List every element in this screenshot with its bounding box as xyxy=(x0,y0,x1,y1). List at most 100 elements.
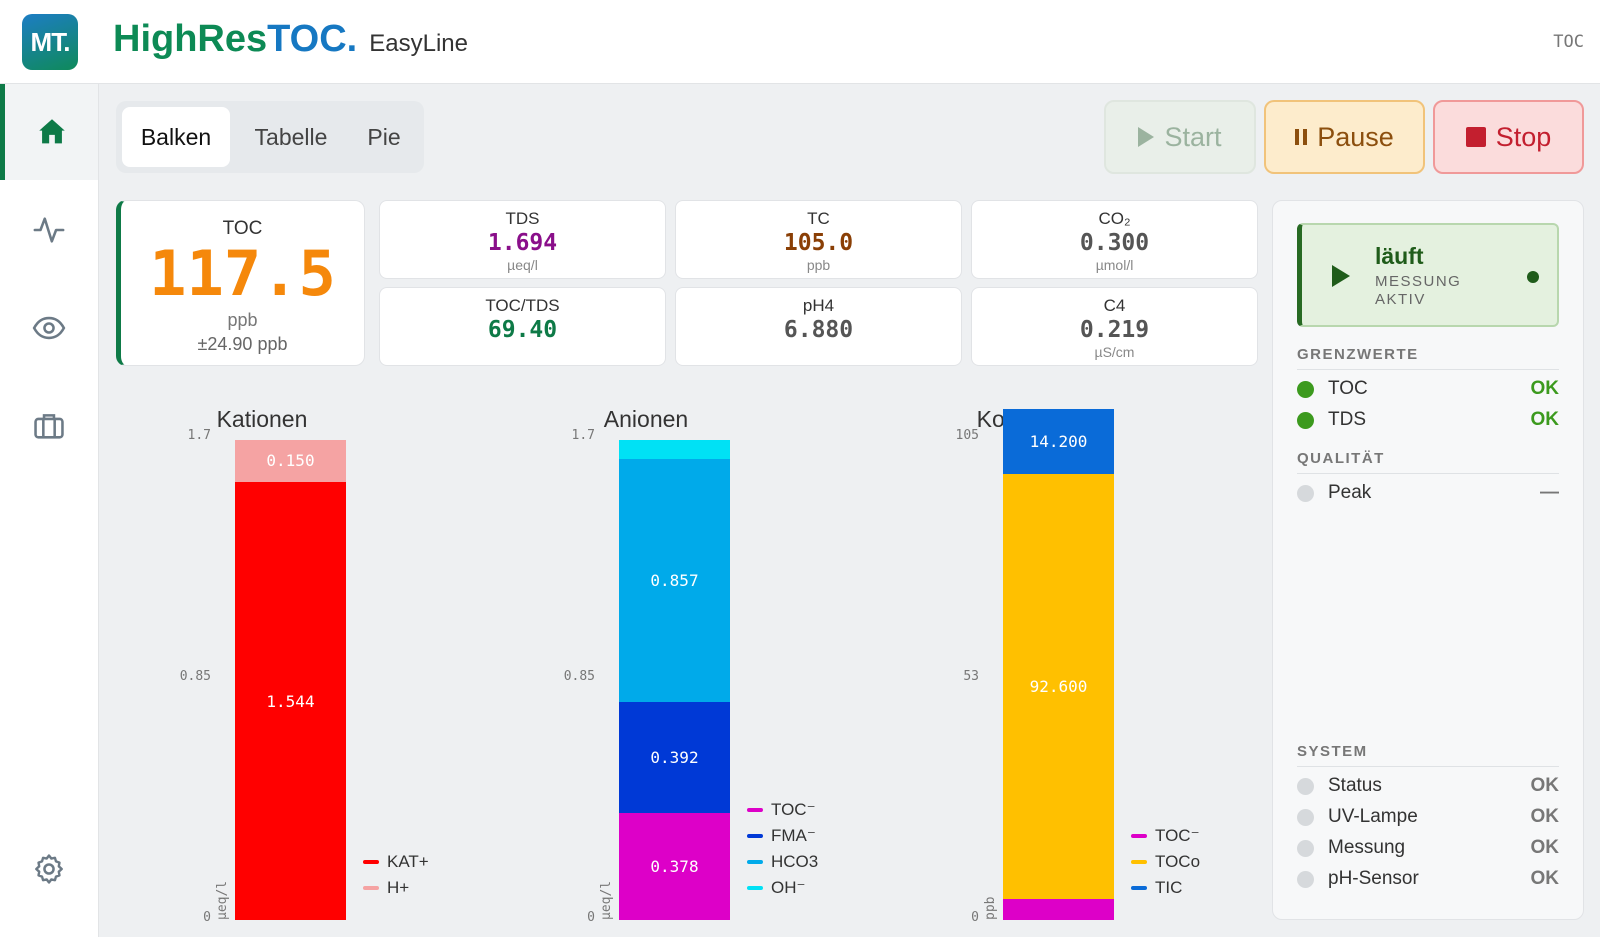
toc-deviation: ±24.90 ppb xyxy=(197,334,288,354)
bar-segment[interactable] xyxy=(1003,899,1114,920)
metric-value: 0.300 xyxy=(1079,230,1150,256)
toc-unit: ppb xyxy=(227,310,258,330)
y-tick-label: 105 xyxy=(955,428,979,443)
metric-label: TDS xyxy=(505,209,540,228)
bar-segment[interactable]: 14.200 xyxy=(1003,409,1114,475)
start-button[interactable]: Start xyxy=(1104,100,1256,174)
y-axis-unit: µeq/l xyxy=(215,880,230,920)
stacked-bar[interactable]: 1.544 0.150 xyxy=(235,438,346,920)
status-dot xyxy=(1297,380,1314,398)
system-name: UV-Lampe xyxy=(1328,806,1418,827)
limit-value: OK xyxy=(1530,378,1560,399)
y-tick-label: 0 xyxy=(587,910,595,925)
y-tick-label: 1.7 xyxy=(571,428,595,443)
bar-segment[interactable]: 0.150 xyxy=(235,439,346,483)
legend-swatch xyxy=(1131,886,1147,890)
legend-swatch xyxy=(747,886,763,890)
limit-name: TOC xyxy=(1328,378,1368,399)
metric-label: CO₂ xyxy=(1098,209,1131,228)
system-name: pH-Sensor xyxy=(1328,868,1419,889)
pause-icon xyxy=(1295,129,1308,145)
tab-pie[interactable]: Pie xyxy=(367,123,401,150)
legend-item: TOC⁻ xyxy=(1131,823,1200,849)
sidebar-item-home[interactable] xyxy=(0,84,98,180)
bar-segment[interactable]: 0.857 xyxy=(619,458,730,702)
metric-unit: µmol/l xyxy=(1095,257,1134,273)
bar-segment[interactable]: 0.378 xyxy=(619,812,730,920)
sidebar-item-settings[interactable] xyxy=(0,821,98,917)
sidebar-item-view[interactable] xyxy=(0,280,98,376)
metric-unit: µS/cm xyxy=(1094,344,1135,360)
metric-label: TC xyxy=(807,209,830,228)
system-value: OK xyxy=(1530,806,1560,827)
run-state-box: läuft MESSUNG AKTIV xyxy=(1297,223,1559,327)
legend-label: OH⁻ xyxy=(771,878,806,897)
toc-main-card: TOC 117.5 ppb ±24.90 ppb xyxy=(116,200,365,366)
stacked-bar[interactable]: 0.378 0.392 0.857 xyxy=(619,438,730,920)
brand-highres: HighRes xyxy=(113,18,268,60)
quality-value: — xyxy=(1540,482,1559,503)
system-heading: SYSTEM xyxy=(1297,743,1559,767)
legend-label: TOCo xyxy=(1155,852,1201,871)
bar-segment[interactable]: 1.544 xyxy=(235,482,346,920)
toc-label: TOC xyxy=(222,218,263,239)
legend-item: FMA⁻ xyxy=(747,823,818,849)
legend-swatch xyxy=(747,808,763,812)
status-dot xyxy=(1297,777,1314,795)
tab-tabelle[interactable]: Tabelle xyxy=(254,123,328,150)
stop-label: Stop xyxy=(1495,121,1552,152)
metric-card-ph4: pH4 6.880 xyxy=(675,287,962,366)
system-value: OK xyxy=(1530,775,1560,796)
legend-item: KAT+ xyxy=(363,849,429,875)
legend-item: TIC xyxy=(1131,875,1200,901)
sidebar xyxy=(0,84,99,937)
sidebar-item-activity[interactable] xyxy=(0,182,98,278)
system-value: OK xyxy=(1530,868,1560,889)
metric-label: pH4 xyxy=(802,296,835,315)
y-tick-label: 0 xyxy=(203,910,211,925)
bar-segment[interactable] xyxy=(619,439,730,459)
chart-legend: TOC⁻ TOCo TIC xyxy=(1131,823,1200,901)
gear-icon xyxy=(35,854,63,884)
bar-segment[interactable]: 0.392 xyxy=(619,701,730,813)
metric-card-tc: TC 105.0 ppb xyxy=(675,200,962,279)
y-tick-label: 53 xyxy=(963,669,979,684)
legend-label: TIC xyxy=(1155,878,1183,897)
run-state-subtitle: MESSUNG AKTIV xyxy=(1375,273,1461,309)
limits-heading: GRENZWERTE xyxy=(1297,346,1559,370)
quality-name: Peak xyxy=(1328,482,1372,503)
metric-value: 105.0 xyxy=(783,230,854,256)
legend-swatch xyxy=(1131,860,1147,864)
legend-swatch xyxy=(747,834,763,838)
run-sub-line-2: AKTIV xyxy=(1375,291,1426,308)
bar-segment[interactable]: 92.600 xyxy=(1003,474,1114,900)
app-title: HighRes TOC. EasyLine xyxy=(113,18,468,61)
status-panel: läuft MESSUNG AKTIV GRENZWERTE TOC OK TD… xyxy=(1272,200,1584,920)
chart-legend: TOC⁻ FMA⁻ HCO3 OH⁻ xyxy=(747,797,818,901)
view-tabs: Balken Tabelle Pie xyxy=(116,101,424,173)
chart-title: Anionen xyxy=(603,406,689,432)
status-dot xyxy=(1297,411,1314,429)
y-axis-unit: ppb xyxy=(983,896,998,920)
sidebar-item-service[interactable] xyxy=(0,378,98,474)
tab-balken[interactable]: Balken xyxy=(122,107,230,167)
stop-button[interactable]: Stop xyxy=(1433,100,1584,174)
app-header: MT. HighRes TOC. EasyLine TOC xyxy=(0,0,1600,84)
legend-item: OH⁻ xyxy=(747,875,818,901)
stacked-bar[interactable]: 92.600 14.200 xyxy=(1003,409,1114,920)
eye-icon xyxy=(32,316,66,340)
pause-button[interactable]: Pause xyxy=(1264,100,1425,174)
metric-value: 1.694 xyxy=(487,230,558,256)
limit-name: TDS xyxy=(1328,409,1366,430)
header-mode-label: TOC xyxy=(1553,32,1584,52)
legend-label: HCO3 xyxy=(771,852,819,871)
metric-value: 6.880 xyxy=(783,317,854,343)
legend-item: HCO3 xyxy=(747,849,818,875)
legend-label: TOC⁻ xyxy=(1155,826,1200,845)
logo[interactable]: MT. xyxy=(22,14,78,70)
system-value: OK xyxy=(1530,837,1560,858)
legend-swatch xyxy=(363,860,379,864)
metric-card-co2: CO₂ 0.300 µmol/l xyxy=(971,200,1258,279)
run-state-title: läuft xyxy=(1375,243,1424,269)
play-icon xyxy=(1138,127,1155,147)
